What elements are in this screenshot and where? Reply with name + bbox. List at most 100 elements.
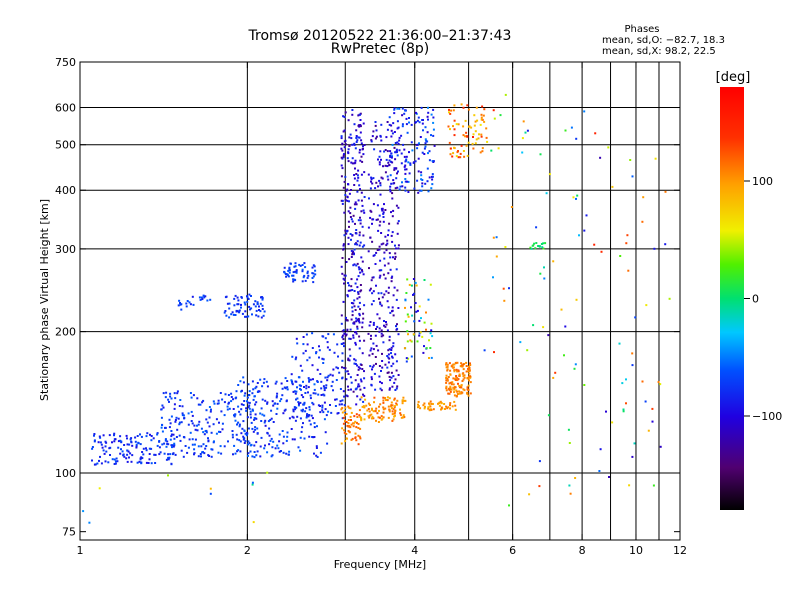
data-point <box>380 329 383 332</box>
data-point <box>378 276 381 279</box>
data-point <box>450 388 453 391</box>
data-point <box>210 455 213 458</box>
data-point <box>190 410 193 413</box>
data-point <box>359 119 362 121</box>
data-point <box>346 395 349 398</box>
data-point <box>343 140 346 143</box>
data-point <box>304 392 307 394</box>
data-point <box>625 402 627 405</box>
data-point <box>205 418 208 421</box>
data-point <box>407 333 409 336</box>
data-point <box>370 140 373 143</box>
data-point <box>285 275 288 278</box>
data-point <box>392 179 395 182</box>
x-tick-label: 6 <box>509 544 516 557</box>
data-point <box>383 251 386 254</box>
data-point <box>368 197 370 200</box>
data-point <box>349 233 352 235</box>
data-point <box>350 318 353 321</box>
data-point <box>388 357 391 360</box>
data-point <box>534 247 537 250</box>
data-point <box>452 366 455 369</box>
data-point <box>254 403 257 406</box>
data-point <box>149 433 151 436</box>
data-point <box>158 453 161 456</box>
data-point <box>341 199 344 202</box>
data-point <box>237 310 240 313</box>
data-point <box>404 189 407 192</box>
data-point <box>278 450 281 453</box>
data-point <box>432 128 435 131</box>
data-point <box>206 421 209 424</box>
data-point <box>348 136 351 139</box>
data-point <box>248 390 251 393</box>
data-point <box>396 186 399 189</box>
data-point <box>426 140 429 143</box>
data-point <box>395 402 398 405</box>
data-point <box>261 308 264 310</box>
data-point <box>270 437 273 440</box>
data-point <box>629 159 632 161</box>
data-point <box>359 222 362 225</box>
data-point <box>355 203 358 206</box>
data-point <box>397 143 400 145</box>
data-point <box>431 183 434 186</box>
data-point <box>291 274 294 277</box>
data-point <box>455 155 458 158</box>
data-point <box>293 390 296 393</box>
data-point <box>462 134 465 137</box>
data-point <box>356 374 359 376</box>
data-point <box>374 409 377 412</box>
data-point <box>247 315 250 318</box>
data-point <box>260 296 262 299</box>
data-point <box>490 149 493 152</box>
data-point <box>264 399 267 402</box>
data-point <box>374 137 377 140</box>
data-point <box>311 364 314 367</box>
data-point <box>137 442 140 445</box>
data-point <box>290 428 293 430</box>
data-point <box>378 161 381 164</box>
data-point <box>380 370 382 372</box>
data-point <box>447 376 450 378</box>
data-point <box>257 315 260 318</box>
data-point <box>292 416 295 419</box>
data-point <box>371 182 374 185</box>
x-tick-label: 12 <box>673 544 687 557</box>
data-point <box>177 304 180 307</box>
data-point <box>379 387 382 390</box>
data-point <box>313 388 316 391</box>
data-point <box>274 447 277 450</box>
data-point <box>255 417 258 420</box>
data-point <box>299 449 302 452</box>
data-point <box>375 419 377 422</box>
data-point <box>467 388 470 391</box>
data-point <box>396 120 399 123</box>
data-point <box>404 164 407 167</box>
data-point <box>344 143 347 146</box>
data-point <box>378 245 381 248</box>
data-point <box>261 298 264 301</box>
data-point <box>194 438 197 441</box>
data-point <box>369 216 372 219</box>
data-point <box>292 410 295 413</box>
data-point <box>292 271 295 274</box>
data-point <box>266 451 269 454</box>
data-point <box>465 131 468 134</box>
data-point <box>227 440 229 443</box>
data-point <box>390 280 393 283</box>
data-point <box>354 282 357 285</box>
data-point <box>271 446 274 449</box>
data-point <box>478 133 480 136</box>
data-point <box>367 226 370 229</box>
data-point <box>178 405 181 407</box>
data-point <box>462 388 465 391</box>
data-point <box>129 438 132 441</box>
data-point <box>170 397 173 400</box>
data-point <box>539 153 542 156</box>
data-point <box>252 388 255 391</box>
data-point <box>294 408 297 411</box>
data-point <box>380 232 383 234</box>
data-point <box>353 123 356 126</box>
data-point <box>416 143 419 146</box>
